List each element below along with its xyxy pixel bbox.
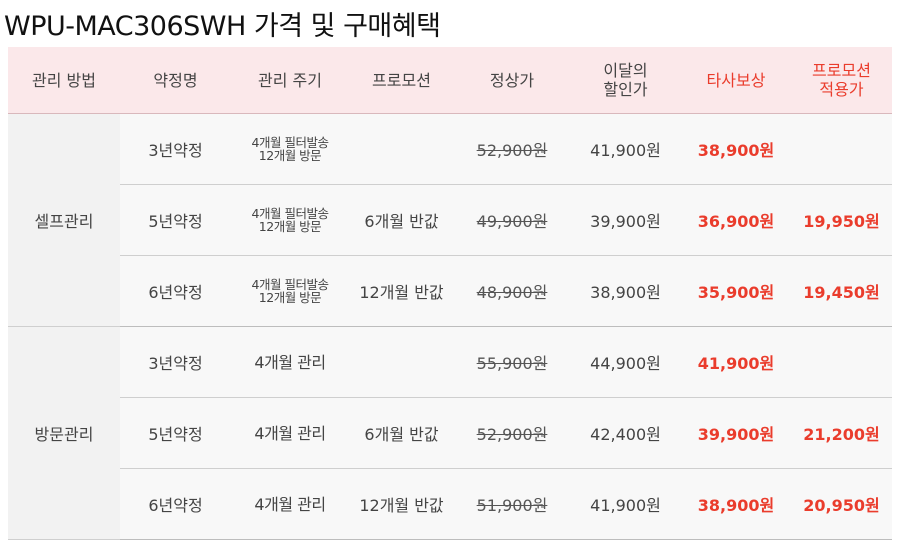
- header-regular-price: 정상가: [454, 47, 570, 114]
- header-trade-in: 타사보상: [681, 47, 791, 114]
- header-contract: 약정명: [120, 47, 231, 114]
- header-monthly-discount: 이달의 할인가: [570, 47, 681, 114]
- contract-cell: 6년약정: [120, 255, 231, 327]
- promotion-cell: 6개월 반값: [349, 397, 454, 469]
- cycle-cell: 4개월 필터발송 12개월 방문: [231, 113, 349, 185]
- contract-cell: 3년약정: [120, 326, 231, 398]
- promo-price-cell: [791, 113, 892, 185]
- contract-cell: 5년약정: [120, 397, 231, 469]
- trade-in-cell: 39,900원: [681, 397, 791, 469]
- header-monthly-discount-line1: 이달의: [603, 61, 648, 80]
- promo-price-cell: 20,950원: [791, 468, 892, 540]
- page-title: WPU-MAC306SWH 가격 및 구매혜택: [4, 11, 441, 42]
- promo-price-cell: [791, 326, 892, 398]
- cycle-line1: 4개월 필터발송: [251, 135, 329, 150]
- discount-price-cell: 44,900원: [570, 326, 681, 398]
- trade-in-cell: 35,900원: [681, 255, 791, 327]
- cycle-line2: 12개월 방문: [258, 290, 322, 305]
- regular-price-cell: 49,900원: [454, 184, 570, 256]
- table-row: 5년약정 4개월 관리 6개월 반값 52,900원 42,400원 39,90…: [8, 397, 892, 469]
- header-method: 관리 방법: [8, 47, 120, 114]
- promotion-cell: [349, 113, 454, 185]
- contract-cell: 6년약정: [120, 468, 231, 540]
- promotion-cell: 12개월 반값: [349, 255, 454, 327]
- cycle-cell: 4개월 관리: [231, 397, 349, 469]
- cycle-line2: 12개월 방문: [258, 148, 322, 163]
- cycle-cell: 4개월 관리: [231, 326, 349, 398]
- trade-in-cell: 38,900원: [681, 113, 791, 185]
- promotion-cell: [349, 326, 454, 398]
- cycle-line2: 12개월 방문: [258, 219, 322, 234]
- regular-price-cell: 52,900원: [454, 397, 570, 469]
- regular-price-cell: 48,900원: [454, 255, 570, 327]
- table-row: 셀프관리 3년약정 4개월 필터발송 12개월 방문 52,900원 41,900…: [8, 113, 892, 327]
- header-promo-price-line2: 적용가: [819, 80, 864, 99]
- discount-price-cell: 41,900원: [570, 468, 681, 540]
- contract-cell: 5년약정: [120, 184, 231, 256]
- table-row: 6년약정 4개월 필터발송 12개월 방문 12개월 반값 48,900원 38,…: [8, 255, 892, 327]
- promo-price-cell: 21,200원: [791, 397, 892, 469]
- cycle-line1: 4개월 필터발송: [251, 206, 329, 221]
- header-cycle: 관리 주기: [231, 47, 349, 114]
- table-row: 6년약정 4개월 관리 12개월 반값 51,900원 41,900원 38,9…: [8, 468, 892, 540]
- method-cell: 셀프관리: [8, 113, 120, 327]
- header-promotion: 프로모션: [349, 47, 454, 114]
- method-cell: 방문관리: [8, 326, 120, 540]
- price-table: 관리 방법 약정명 관리 주기 프로모션 정상가 이달의 할인가 타사보상 프로…: [8, 47, 892, 540]
- cycle-line1: 4개월 필터발송: [251, 277, 329, 292]
- cycle-cell: 4개월 관리: [231, 468, 349, 540]
- promotion-cell: 12개월 반값: [349, 468, 454, 540]
- header-row: 관리 방법 약정명 관리 주기 프로모션 정상가 이달의 할인가 타사보상 프로…: [8, 47, 892, 114]
- discount-price-cell: 42,400원: [570, 397, 681, 469]
- discount-price-cell: 39,900원: [570, 184, 681, 256]
- cycle-cell: 4개월 필터발송 12개월 방문: [231, 184, 349, 256]
- discount-price-cell: 41,900원: [570, 113, 681, 185]
- promotion-cell: 6개월 반값: [349, 184, 454, 256]
- trade-in-cell: 41,900원: [681, 326, 791, 398]
- regular-price-cell: 51,900원: [454, 468, 570, 540]
- contract-cell: 3년약정: [120, 113, 231, 185]
- promo-price-cell: 19,450원: [791, 255, 892, 327]
- table-row: 5년약정 4개월 필터발송 12개월 방문 6개월 반값 49,900원 39,9…: [8, 184, 892, 256]
- discount-price-cell: 38,900원: [570, 255, 681, 327]
- cycle-cell: 4개월 필터발송 12개월 방문: [231, 255, 349, 327]
- header-promo-price-line1: 프로모션: [812, 61, 871, 80]
- regular-price-cell: 55,900원: [454, 326, 570, 398]
- promo-price-cell: 19,950원: [791, 184, 892, 256]
- header-monthly-discount-line2: 할인가: [603, 80, 648, 99]
- regular-price-cell: 52,900원: [454, 113, 570, 185]
- trade-in-cell: 36,900원: [681, 184, 791, 256]
- trade-in-cell: 38,900원: [681, 468, 791, 540]
- table-row: 방문관리 3년약정 4개월 관리 55,900원 44,900원 41,900원: [8, 326, 892, 540]
- header-promo-price: 프로모션 적용가: [791, 47, 892, 114]
